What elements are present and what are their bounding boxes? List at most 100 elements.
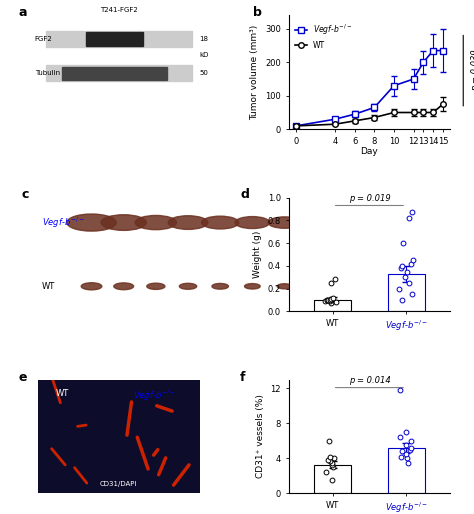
Text: p = 0.019: p = 0.019	[348, 194, 390, 203]
Ellipse shape	[277, 284, 292, 289]
Y-axis label: CD31⁺ vessels (%): CD31⁺ vessels (%)	[256, 395, 265, 479]
Ellipse shape	[342, 284, 356, 288]
Bar	[46, 65, 191, 81]
Point	[329, 293, 337, 302]
Text: CD31/DAPI: CD31/DAPI	[100, 481, 137, 487]
Point	[398, 262, 406, 270]
Point	[403, 454, 410, 463]
Point	[328, 299, 335, 307]
Bar	[388, 274, 425, 311]
Point	[328, 295, 335, 303]
Ellipse shape	[179, 283, 197, 289]
Text: 50: 50	[200, 70, 209, 77]
Point	[400, 239, 407, 247]
Ellipse shape	[245, 284, 260, 289]
Ellipse shape	[301, 217, 332, 228]
Text: e: e	[18, 371, 27, 383]
Bar	[46, 31, 191, 47]
Ellipse shape	[147, 283, 165, 289]
Point	[407, 446, 414, 454]
Y-axis label: Weight (g): Weight (g)	[253, 231, 262, 278]
Point	[326, 297, 334, 305]
Text: b: b	[253, 6, 262, 20]
Text: d: d	[240, 189, 249, 201]
Point	[405, 279, 412, 287]
Ellipse shape	[335, 217, 363, 228]
Text: $\it{Vegf}$-$\it{b}^{-/-}$: $\it{Vegf}$-$\it{b}^{-/-}$	[133, 389, 175, 403]
Point	[397, 264, 405, 272]
Point	[327, 296, 334, 304]
Point	[328, 476, 336, 484]
Point	[398, 296, 406, 304]
Ellipse shape	[401, 218, 425, 227]
Point	[402, 441, 410, 449]
Point	[404, 458, 412, 467]
Bar	[388, 448, 425, 493]
Ellipse shape	[368, 218, 394, 227]
Point	[402, 450, 410, 458]
Point	[329, 463, 337, 471]
Point	[395, 284, 403, 292]
Text: $\it{Vegf}$-$\it{b}^{-/-}$: $\it{Vegf}$-$\it{b}^{-/-}$	[42, 215, 84, 230]
Point	[327, 457, 334, 465]
X-axis label: Day: Day	[361, 148, 378, 156]
Ellipse shape	[212, 283, 228, 289]
Text: f: f	[240, 371, 246, 383]
Ellipse shape	[81, 283, 102, 290]
Text: T241-FGF2: T241-FGF2	[100, 7, 137, 13]
Point	[402, 428, 410, 436]
Point	[331, 454, 338, 463]
Point	[401, 273, 409, 281]
Text: p = 0.014: p = 0.014	[348, 376, 390, 386]
Text: 18: 18	[200, 36, 209, 42]
Ellipse shape	[201, 216, 239, 229]
Text: WT: WT	[55, 389, 69, 398]
Point	[332, 298, 340, 306]
Point	[396, 432, 404, 440]
Ellipse shape	[235, 216, 270, 229]
Point	[328, 461, 336, 469]
Point	[325, 456, 332, 464]
Point	[324, 296, 331, 304]
Text: c: c	[21, 189, 29, 201]
Ellipse shape	[67, 214, 116, 231]
Point	[405, 214, 413, 222]
Point	[403, 267, 411, 276]
Text: Tubulin: Tubulin	[35, 70, 60, 77]
Point	[324, 296, 332, 304]
Ellipse shape	[135, 215, 176, 230]
Text: WT: WT	[42, 282, 55, 291]
Point	[409, 256, 417, 264]
Bar	[314, 300, 351, 311]
Bar	[314, 465, 351, 493]
Point	[398, 447, 405, 455]
Point	[332, 276, 339, 284]
Point	[323, 296, 330, 304]
Point	[408, 290, 416, 298]
Y-axis label: Tumor volume (mm³): Tumor volume (mm³)	[251, 25, 259, 120]
Point	[321, 297, 329, 305]
Point	[326, 437, 333, 445]
Point	[397, 452, 405, 461]
Point	[326, 452, 334, 461]
Text: FGF2: FGF2	[35, 36, 53, 42]
Point	[408, 444, 415, 452]
Bar	[62, 67, 167, 80]
Text: p = 0.039: p = 0.039	[471, 49, 474, 91]
Text: a: a	[18, 6, 27, 20]
Ellipse shape	[268, 217, 301, 228]
Point	[408, 437, 415, 445]
Point	[408, 208, 416, 216]
Point	[328, 279, 335, 287]
Point	[322, 467, 329, 475]
Point	[407, 260, 414, 268]
Ellipse shape	[310, 284, 324, 289]
Ellipse shape	[168, 216, 208, 229]
Bar	[86, 32, 143, 46]
Point	[328, 458, 335, 467]
Text: kD: kD	[200, 52, 209, 58]
Legend: $\it{Vegf}$-$\it{b}^{-/-}$, WT: $\it{Vegf}$-$\it{b}^{-/-}$, WT	[292, 19, 355, 52]
Ellipse shape	[101, 215, 146, 230]
Point	[396, 386, 403, 394]
Ellipse shape	[114, 283, 134, 290]
